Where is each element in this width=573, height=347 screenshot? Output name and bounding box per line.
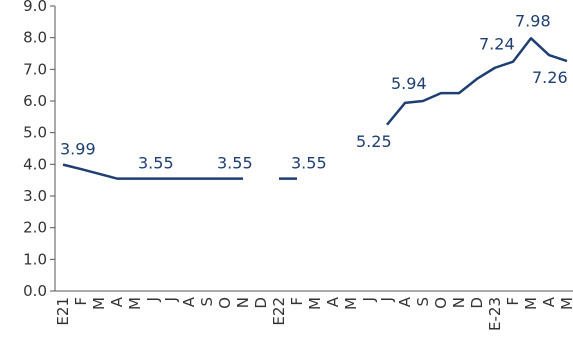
x-tick-label: D bbox=[252, 297, 270, 309]
value-label: 3.55 bbox=[217, 154, 253, 173]
value-label: 3.99 bbox=[60, 140, 96, 159]
value-label: 7.98 bbox=[515, 11, 551, 30]
y-tick-label: 5.0 bbox=[23, 124, 47, 142]
x-tick-label: M bbox=[126, 297, 144, 310]
y-tick-label: 6.0 bbox=[23, 92, 47, 110]
value-label: 5.94 bbox=[391, 74, 427, 93]
y-tick-label: 2.0 bbox=[23, 219, 47, 237]
x-tick-label: E22 bbox=[270, 297, 288, 326]
x-tick-label: M bbox=[90, 297, 108, 310]
x-tick-label: O bbox=[432, 297, 450, 309]
x-tick-label: J bbox=[378, 297, 396, 302]
y-tick-label: 4.0 bbox=[23, 155, 47, 173]
x-tick-label: M bbox=[522, 297, 540, 310]
x-tick-label: J bbox=[360, 297, 378, 302]
x-tick-label: N bbox=[234, 297, 252, 308]
x-tick-label: A bbox=[180, 296, 198, 307]
x-tick-label: J bbox=[144, 297, 162, 302]
line bbox=[62, 37, 568, 180]
y-tick-label: 0.0 bbox=[23, 282, 47, 300]
x-tick-label: S bbox=[198, 297, 216, 307]
value-label: 7.26 bbox=[532, 68, 568, 87]
x-tick-label: A bbox=[540, 296, 558, 307]
x-tick-label: F bbox=[288, 297, 306, 306]
value-label: 5.25 bbox=[356, 132, 392, 151]
x-tick-label: F bbox=[72, 297, 90, 306]
x-tick-label: A bbox=[324, 296, 342, 307]
y-tick-label: 3.0 bbox=[23, 187, 47, 205]
x-tick-label: E21 bbox=[54, 297, 72, 326]
x-tick-label: D bbox=[468, 297, 486, 309]
x-tick-label: S bbox=[414, 297, 432, 307]
y-tick-label: 8.0 bbox=[23, 29, 47, 47]
x-tick-label: M bbox=[342, 297, 360, 310]
x-tick-label: A bbox=[108, 296, 126, 307]
y-tick-label: 1.0 bbox=[23, 250, 47, 268]
value-label: 3.55 bbox=[291, 154, 327, 173]
x-tick-label: A bbox=[396, 296, 414, 307]
value-label: 3.55 bbox=[138, 154, 174, 173]
x-tick-label: O bbox=[216, 297, 234, 309]
x-tick-label: M bbox=[306, 297, 324, 310]
x-tick-label: E-23 bbox=[486, 297, 504, 331]
x-tick-label: J bbox=[162, 297, 180, 302]
x-tick-label: N bbox=[450, 297, 468, 308]
x-tick-label: M bbox=[558, 297, 573, 310]
y-tick-label: 7.0 bbox=[23, 60, 47, 78]
y-tick-label: 9.0 bbox=[23, 0, 47, 15]
x-tick-label: F bbox=[504, 297, 522, 306]
value-label: 7.24 bbox=[479, 35, 515, 54]
